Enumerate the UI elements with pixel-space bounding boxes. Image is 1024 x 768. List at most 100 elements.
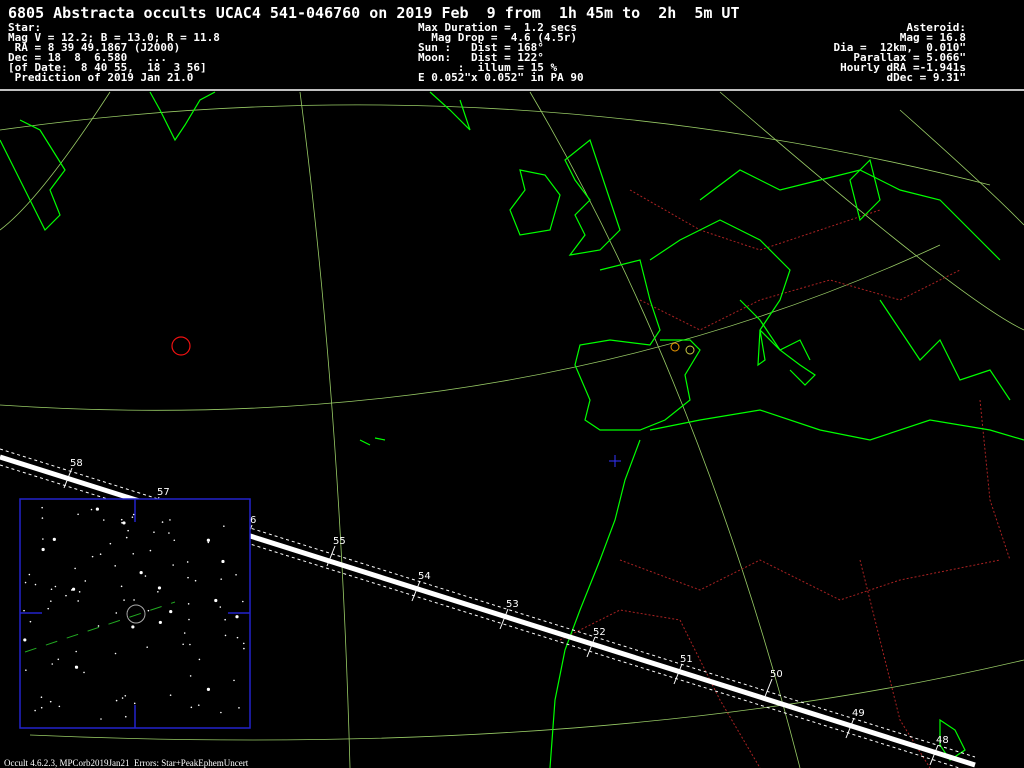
- field-star: [224, 634, 227, 637]
- field-star: [97, 625, 100, 627]
- field-star: [83, 671, 85, 674]
- field-star: [125, 536, 128, 539]
- header: 6805 Abstracta occults UCAC4 541-046760 …: [8, 4, 966, 84]
- field-star: [235, 615, 239, 619]
- field-star: [52, 537, 56, 541]
- field-star: [236, 636, 239, 639]
- asteroid-info: Parallax = 5.066": [853, 51, 966, 64]
- field-star: [123, 599, 125, 601]
- field-star: [24, 581, 27, 584]
- asteroid-info: Mag = 16.8: [900, 31, 966, 44]
- minute-label: 49: [852, 708, 865, 719]
- minute-tick: [586, 636, 596, 658]
- field-star: [188, 618, 190, 621]
- event-info: Sun : Dist = 168°: [418, 41, 544, 54]
- field-star: [242, 600, 244, 603]
- field-star: [90, 508, 93, 511]
- field-star: [40, 706, 43, 709]
- field-star: [115, 699, 118, 702]
- field-star: [42, 538, 44, 540]
- field-star: [194, 579, 197, 582]
- field-star: [223, 525, 225, 527]
- field-star: [187, 576, 189, 579]
- field-star: [224, 618, 226, 621]
- field-star: [168, 532, 170, 534]
- minute-tick: [411, 580, 421, 602]
- asteroid-info: dDec = 9.31": [887, 71, 966, 84]
- field-star: [41, 506, 43, 509]
- field-star: [47, 607, 50, 610]
- field-star: [169, 519, 171, 521]
- minute-label: 53: [506, 599, 519, 610]
- field-star: [220, 711, 222, 714]
- field-star: [28, 573, 31, 576]
- field-star: [74, 665, 77, 668]
- field-star: [122, 521, 126, 525]
- field-star: [51, 663, 54, 665]
- field-star: [124, 694, 127, 697]
- field-star: [157, 590, 159, 593]
- field-star: [25, 669, 27, 671]
- field-star: [206, 687, 211, 691]
- field-star: [214, 598, 218, 603]
- field-star: [121, 521, 123, 524]
- field-star: [183, 632, 186, 634]
- field-star: [109, 542, 112, 545]
- field-star: [65, 594, 67, 597]
- field-star: [242, 642, 245, 645]
- minute-label: 55: [333, 536, 346, 547]
- field-star: [186, 561, 189, 563]
- field-star: [75, 650, 77, 653]
- asteroid-info: Hourly dRA =-1.941s: [840, 61, 966, 74]
- minute-tick: [763, 678, 773, 700]
- field-star: [189, 675, 192, 677]
- field-star: [139, 570, 143, 575]
- minute-label: 48: [936, 735, 949, 746]
- graticule: [0, 91, 1024, 768]
- field-star: [147, 609, 150, 612]
- field-star: [121, 697, 124, 699]
- minute-label: 57: [157, 487, 170, 498]
- field-star: [207, 541, 210, 544]
- footer: Occult 4.6.2.3, MPCorb2019Jan21 Errors: …: [4, 758, 249, 768]
- star-info: Dec = 18 8 6.580 ...: [8, 51, 167, 64]
- star-info: RA = 8 39 49.1867 (J2000): [8, 41, 180, 54]
- field-star: [158, 620, 162, 625]
- field-star: [102, 519, 105, 521]
- field-star: [57, 658, 60, 661]
- field-star: [153, 531, 155, 533]
- field-star: [114, 565, 117, 567]
- event-info: E 0.052"x 0.052" in PA 90: [418, 71, 584, 84]
- field-star: [34, 583, 37, 586]
- field-star: [84, 580, 87, 582]
- minute-tick: [63, 467, 73, 489]
- center-cross: [609, 455, 621, 467]
- field-star: [58, 705, 61, 708]
- field-star: [190, 706, 193, 709]
- field-star: [50, 600, 52, 602]
- minute-labels: 58 57 6 55 54 53 52 51 50 49 48: [63, 458, 949, 766]
- asteroid-info: Asteroid:: [906, 21, 966, 34]
- field-star: [71, 587, 76, 591]
- field-star: [34, 709, 36, 712]
- minute-tick: [326, 545, 336, 567]
- field-star: [206, 538, 210, 542]
- star-info: [of Date: 8 40 55, 18 3 56]: [8, 61, 207, 74]
- field-star: [54, 585, 57, 588]
- minute-label: 6: [250, 515, 256, 526]
- field-star: [220, 578, 223, 580]
- field-star: [132, 553, 135, 555]
- star-info: Star:: [8, 21, 41, 34]
- minute-tick: [845, 717, 855, 739]
- site-marker: [171, 336, 191, 356]
- event-info: Moon: Dist = 122°: [418, 51, 544, 64]
- field-star: [243, 647, 245, 650]
- minute-label: 58: [70, 458, 83, 469]
- star-info: Prediction of 2019 Jan 21.0: [8, 71, 193, 84]
- field-star: [120, 585, 123, 588]
- field-star: [169, 609, 173, 614]
- site-marker: [685, 345, 695, 355]
- minute-tick: [673, 663, 683, 685]
- field-star: [100, 718, 102, 720]
